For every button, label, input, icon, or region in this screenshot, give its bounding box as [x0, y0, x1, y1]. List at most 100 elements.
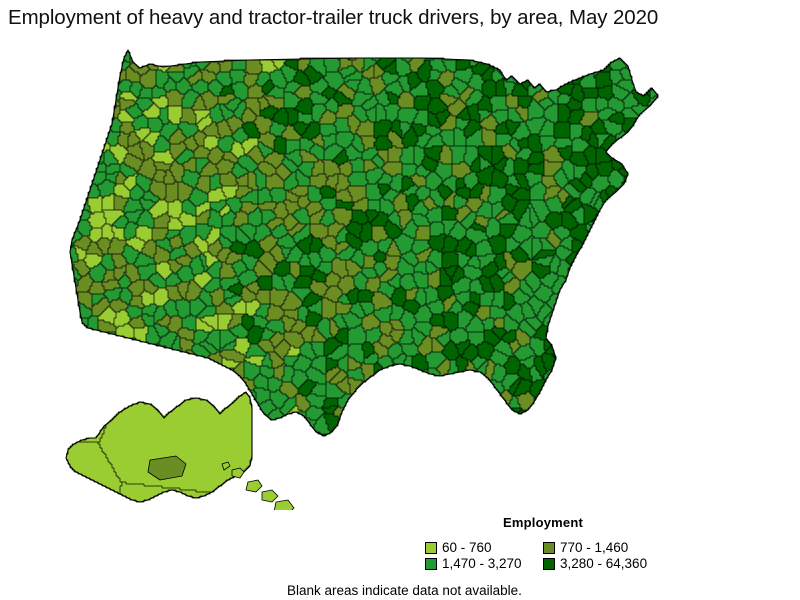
map-area: [486, 230, 500, 233]
map-area: [288, 168, 298, 171]
map-area: [454, 202, 466, 205]
map-area: [530, 196, 544, 199]
map-area: [530, 188, 546, 191]
map-area: [610, 174, 622, 177]
map-area: [208, 114, 210, 117]
map-area: [334, 88, 338, 91]
map-area: [352, 88, 358, 91]
map-area: [522, 148, 530, 151]
map-area: [204, 68, 220, 71]
map-area: [176, 260, 192, 263]
map-area: [362, 76, 364, 79]
map-area: [414, 148, 424, 151]
map-area: [400, 160, 414, 163]
map-area: [518, 100, 532, 103]
map-area: [520, 114, 528, 117]
map-area: [310, 82, 314, 85]
map-area: [398, 110, 418, 113]
map-area: [348, 122, 360, 125]
map-area: [514, 148, 520, 151]
map-area: [546, 222, 562, 225]
map-area: [348, 66, 354, 69]
map-area: [430, 134, 436, 137]
map-area: [170, 148, 186, 151]
map-area: [388, 96, 400, 99]
map-area: [138, 72, 146, 75]
map-area: [250, 156, 264, 159]
map-area: [248, 96, 262, 99]
map-area: [368, 202, 380, 205]
map-area: [256, 174, 266, 177]
map-area: [392, 146, 396, 149]
map-area: [164, 178, 174, 181]
map-area: [156, 74, 168, 77]
map-area: [620, 168, 624, 171]
map-area: [232, 132, 234, 135]
map-area: [310, 88, 326, 91]
map-area: [484, 82, 496, 85]
map-area: [414, 150, 424, 153]
map-area: [348, 80, 360, 83]
map-area: [120, 90, 130, 93]
map-area: [528, 170, 544, 173]
map-area: [418, 140, 428, 143]
map-area: [456, 64, 470, 67]
map-area: [182, 152, 194, 155]
map-area: [138, 98, 150, 101]
map-area: [202, 74, 216, 77]
map-area: [452, 162, 460, 165]
map-area: [472, 164, 480, 167]
map-area: [448, 116, 456, 119]
map-area: [164, 86, 176, 89]
map-area: [430, 138, 442, 141]
map-area: [234, 92, 248, 95]
map-area: [486, 128, 496, 131]
map-area: [476, 120, 480, 123]
map-area: [356, 70, 358, 73]
map-area: [590, 176, 596, 179]
map-area: [222, 114, 234, 117]
map-area: [622, 110, 634, 113]
map-area: [180, 232, 196, 235]
map-area: [418, 74, 430, 77]
map-area: [436, 116, 448, 119]
map-area: [276, 242, 296, 245]
map-area: [376, 60, 378, 63]
map-area: [214, 174, 220, 177]
map-area: [542, 176, 554, 179]
map-area: [510, 140, 518, 143]
map-area: [326, 110, 330, 113]
map-area: [152, 178, 164, 181]
map-area: [150, 190, 166, 193]
map-area: [144, 110, 160, 113]
map-area: [428, 212, 442, 215]
map-area: [366, 100, 378, 103]
map-area: [128, 138, 140, 141]
map-area: [428, 88, 444, 91]
map-area: [426, 168, 436, 171]
map-area: [466, 100, 480, 103]
map-area: [528, 128, 542, 131]
map-area: [352, 170, 364, 173]
map-area: [208, 82, 210, 85]
map-area: [452, 114, 458, 117]
map-area: [204, 142, 218, 145]
map-area: [196, 100, 204, 103]
map-area: [504, 166, 514, 169]
map-area: [502, 200, 518, 203]
map-area: [496, 136, 512, 139]
map-area: [438, 78, 454, 81]
map-area: [174, 132, 182, 135]
map-area: [416, 192, 430, 195]
map-area: [444, 224, 454, 227]
map-area: [384, 82, 392, 85]
map-area: [514, 192, 530, 195]
map-area: [540, 138, 556, 141]
map-area: [312, 170, 324, 173]
map-area: [344, 162, 350, 165]
map-area: [148, 210, 168, 213]
map-area: [430, 124, 440, 127]
map-area: [206, 164, 216, 167]
map-area: [352, 168, 364, 171]
map-area: [208, 162, 212, 165]
